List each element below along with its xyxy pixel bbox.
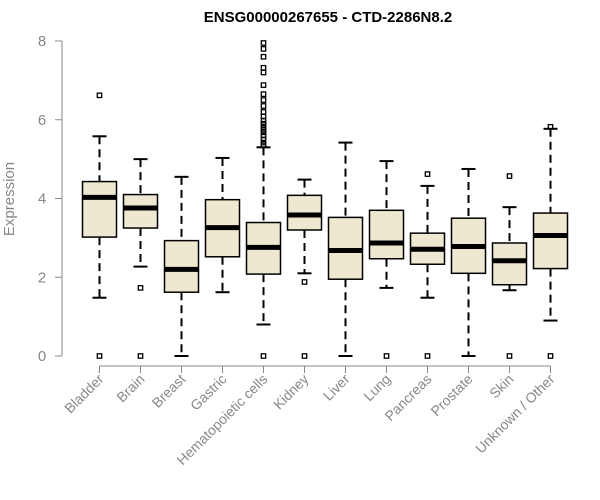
box-prostate — [450, 167, 487, 357]
outlier-point — [547, 123, 554, 130]
y-tick-label: 0 — [38, 348, 46, 365]
outlier-point — [301, 279, 308, 285]
box-brain — [122, 158, 159, 359]
box-hematopoietic-cells — [245, 40, 282, 359]
outlier-point — [260, 53, 267, 60]
box-rect — [163, 239, 200, 293]
outlier-point — [137, 353, 144, 359]
outlier-point — [260, 97, 267, 103]
outlier-point — [260, 103, 267, 109]
box-rect — [122, 193, 159, 229]
box-kidney — [286, 178, 323, 359]
x-tick-label: Prostate — [427, 371, 475, 419]
box-skin — [491, 173, 528, 359]
box-unknown-other — [532, 123, 569, 359]
outlier-point — [506, 353, 513, 359]
box-liver — [327, 141, 364, 357]
outlier-point — [383, 353, 390, 359]
outlier-point — [260, 109, 267, 115]
box-gastric — [204, 156, 241, 294]
outlier-point — [96, 92, 103, 99]
outlier-point — [260, 69, 267, 76]
outlier-point — [260, 40, 267, 46]
outlier-point — [506, 173, 513, 179]
box-rect — [81, 180, 118, 238]
x-tick-label: Kidney — [270, 371, 312, 413]
outlier-point — [260, 117, 267, 124]
x-tick-label: Bladder — [61, 371, 107, 417]
x-tick-label: Brain — [113, 371, 147, 405]
y-tick-label: 8 — [38, 33, 46, 50]
outlier-point — [260, 129, 267, 136]
outlier-point — [260, 136, 267, 143]
outlier-point — [260, 91, 267, 98]
box-pancreas — [409, 171, 446, 359]
y-tick-label: 4 — [38, 191, 46, 208]
outlier-point — [96, 353, 103, 359]
outlier-point — [260, 46, 267, 52]
y-axis: 0 2 4 6 8 — [38, 33, 63, 365]
y-tick-label: 2 — [38, 269, 46, 286]
outlier-point — [424, 171, 431, 177]
box-bladder — [81, 92, 118, 359]
outlier-point — [260, 120, 267, 127]
x-tick-label: Lung — [360, 371, 393, 404]
outlier-point — [137, 285, 144, 291]
box-breast — [163, 175, 200, 357]
boxes-group — [81, 40, 569, 359]
box-rect — [532, 212, 569, 270]
y-axis-label: Expression — [1, 162, 18, 236]
outlier-point — [260, 353, 267, 359]
box-rect — [491, 242, 528, 286]
outlier-point — [547, 353, 554, 359]
x-tick-label: Skin — [486, 371, 517, 402]
chart-title: ENSG00000267655 - CTD-2286N8.2 — [204, 9, 452, 26]
y-tick-label: 6 — [38, 112, 46, 129]
x-tick-label: Liver — [320, 371, 353, 404]
outlier-point — [260, 64, 267, 71]
outlier-point — [301, 353, 308, 359]
outlier-point — [424, 353, 431, 359]
x-tick-label: Breast — [149, 371, 189, 411]
box-lung — [368, 160, 405, 359]
outlier-point — [260, 82, 267, 88]
outlier-point — [260, 142, 267, 149]
box-rect — [368, 209, 405, 260]
